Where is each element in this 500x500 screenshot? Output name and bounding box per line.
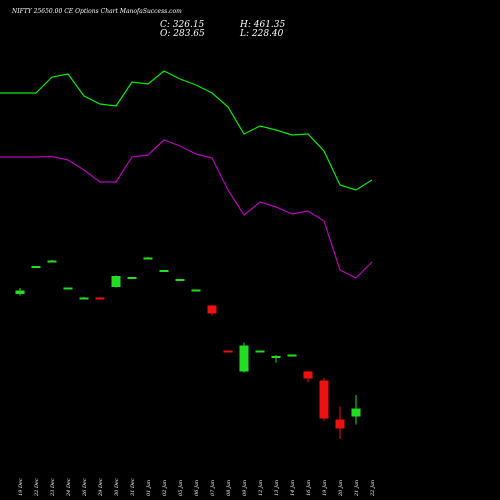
candle-body — [223, 350, 233, 353]
x-tick-label: 14 Jan — [290, 480, 296, 496]
candle-body — [175, 279, 185, 281]
lower-band-line — [0, 139, 373, 279]
x-tick-label: 20 Jan — [338, 480, 344, 497]
x-tick-label: 30 Dec — [114, 478, 120, 496]
x-tick-label: 19 Jan — [322, 480, 328, 496]
x-tick-label: 22 Jan — [370, 480, 376, 497]
x-tick-label: 23 Dec — [50, 478, 56, 497]
candle-body — [271, 356, 281, 358]
open-value: O: 283.65 — [160, 29, 205, 39]
x-tick-label: 31 Dec — [130, 478, 136, 496]
x-tick-label: 26 Dec — [82, 478, 88, 497]
candle-body — [255, 350, 265, 353]
x-tick-label: 13 Jan — [274, 480, 280, 496]
candle-body — [15, 290, 25, 294]
candle-body — [63, 287, 73, 290]
candle-body — [159, 270, 169, 272]
candle-body — [207, 305, 217, 314]
x-tick-label: 08 Jan — [226, 480, 232, 496]
candle-body — [31, 266, 41, 268]
candles — [15, 257, 361, 439]
x-tick-label: 09 Jan — [242, 480, 248, 496]
x-tick-label: 21 Jan — [354, 480, 360, 497]
x-tick-label: 29 Dec — [98, 478, 104, 497]
candle-body — [319, 380, 329, 419]
x-tick-label: 05 Jan — [178, 480, 184, 496]
high-value: H: 461.35 — [240, 20, 286, 30]
close-value: C: 326.15 — [160, 20, 205, 30]
x-tick-label: 19 Dec — [18, 478, 24, 496]
x-axis-labels: 19 Dec 22 Dec 23 Dec 24 Dec 26 Dec 29 Dec 30 D… — [18, 478, 376, 497]
candle-body — [47, 260, 57, 263]
candle-body — [239, 345, 249, 372]
candle-body — [143, 257, 153, 260]
x-tick-label: 01 Jan — [146, 480, 152, 496]
upper-band-line — [0, 70, 373, 191]
x-tick-label: 24 Dec — [66, 478, 72, 497]
x-tick-label: 02 Jan — [162, 480, 168, 496]
x-tick-label: 16 Jan — [306, 480, 312, 496]
band-lines — [0, 70, 373, 279]
x-tick-label: 22 Dec — [34, 478, 40, 497]
candle-body — [191, 289, 201, 292]
candle-body — [335, 419, 345, 429]
candle-body — [351, 408, 361, 417]
candle-body — [111, 276, 121, 287]
candle-body — [287, 354, 297, 357]
candle-body — [127, 277, 137, 279]
x-tick-label: 07 Jan — [210, 480, 216, 496]
candle-body — [95, 297, 105, 300]
candle-body — [303, 371, 313, 379]
low-value: L: 228.40 — [240, 29, 284, 39]
x-tick-label: 12 Jan — [258, 480, 264, 496]
x-tick-label: 06 Jan — [194, 480, 200, 496]
candle-body — [79, 297, 89, 300]
chart-title: NIFTY 25650.00 CE Options Chart ManofaSu… — [12, 8, 182, 15]
